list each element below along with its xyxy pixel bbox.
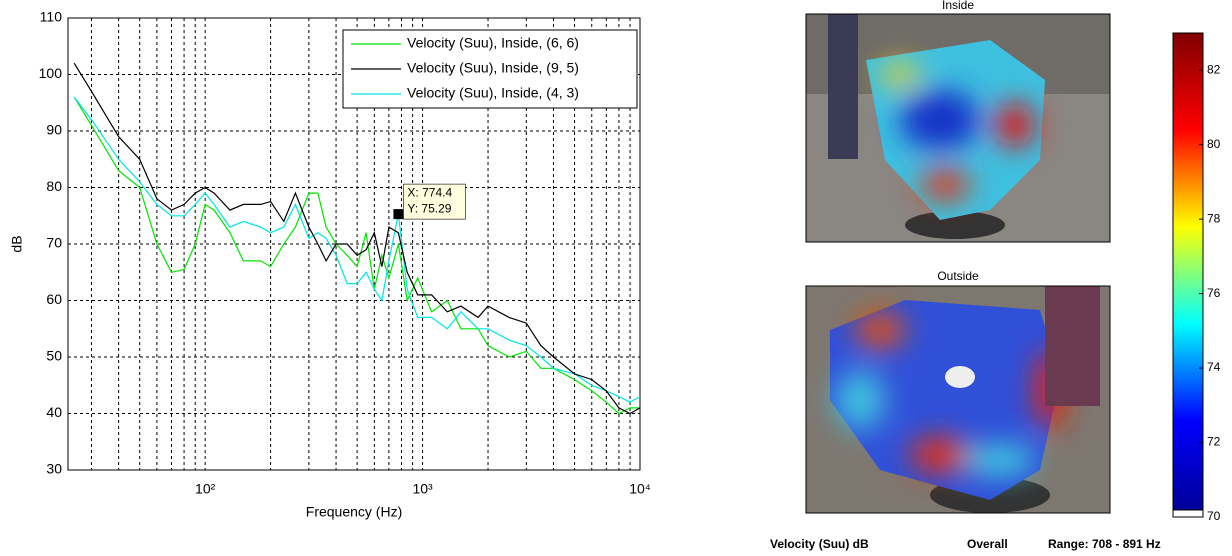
series-line — [73, 62, 641, 415]
footer-label: Velocity (Suu) dB — [770, 537, 869, 551]
y-tick-label: 30 — [46, 461, 62, 477]
colorbar-under — [1172, 509, 1204, 518]
legend-label: Velocity (Suu), Inside, (4, 3) — [407, 85, 579, 101]
x-tick-label: 10⁴ — [629, 481, 651, 497]
inside-photo — [806, 14, 1110, 242]
y-tick-label: 90 — [46, 122, 62, 138]
y-tick-label: 60 — [46, 291, 62, 307]
panel-title: Outside — [937, 269, 979, 283]
panel-frame — [805, 285, 1111, 514]
legend-label: Velocity (Suu), Inside, (9, 5) — [407, 60, 579, 76]
colorbar-tick-label: 78 — [1207, 211, 1221, 225]
panel-title: Inside — [942, 0, 974, 12]
series-line — [73, 96, 640, 415]
datatip-box — [403, 183, 466, 220]
footer-label: Range: 708 - 891 Hz — [1048, 537, 1161, 551]
y-tick-label: 70 — [46, 235, 62, 251]
x-tick-label: 10² — [195, 481, 216, 497]
colorbar-tick-label: 74 — [1207, 360, 1221, 374]
axes-frame — [67, 17, 641, 471]
colorbar-tick-label: 80 — [1207, 137, 1221, 151]
colorbar-tick-label: 82 — [1207, 62, 1221, 76]
colorbar — [1172, 32, 1204, 518]
y-axis-label: dB — [9, 235, 25, 252]
datatip-marker — [393, 209, 404, 220]
colorbar-tick-label: 72 — [1207, 435, 1221, 449]
legend-label: Velocity (Suu), Inside, (6, 6) — [407, 35, 579, 51]
y-tick-label: 40 — [46, 404, 62, 420]
y-tick-label: 50 — [46, 348, 62, 364]
series-line — [73, 96, 641, 403]
panel-frame — [805, 13, 1111, 243]
colorbar-tick-label: 70 — [1207, 509, 1221, 523]
datatip-label: Y: 75.29 — [407, 201, 451, 215]
footer-label: Overall — [967, 537, 1008, 551]
colorbar-tick-label: 76 — [1207, 286, 1221, 300]
x-tick-label: 10³ — [412, 481, 433, 497]
datatip-label: X: 774.4 — [407, 185, 452, 199]
y-tick-label: 110 — [40, 9, 63, 25]
y-tick-label: 100 — [39, 65, 63, 81]
y-tick-label: 80 — [46, 178, 62, 194]
outside-photo — [806, 286, 1110, 513]
x-axis-label: Frequency (Hz) — [306, 504, 402, 520]
